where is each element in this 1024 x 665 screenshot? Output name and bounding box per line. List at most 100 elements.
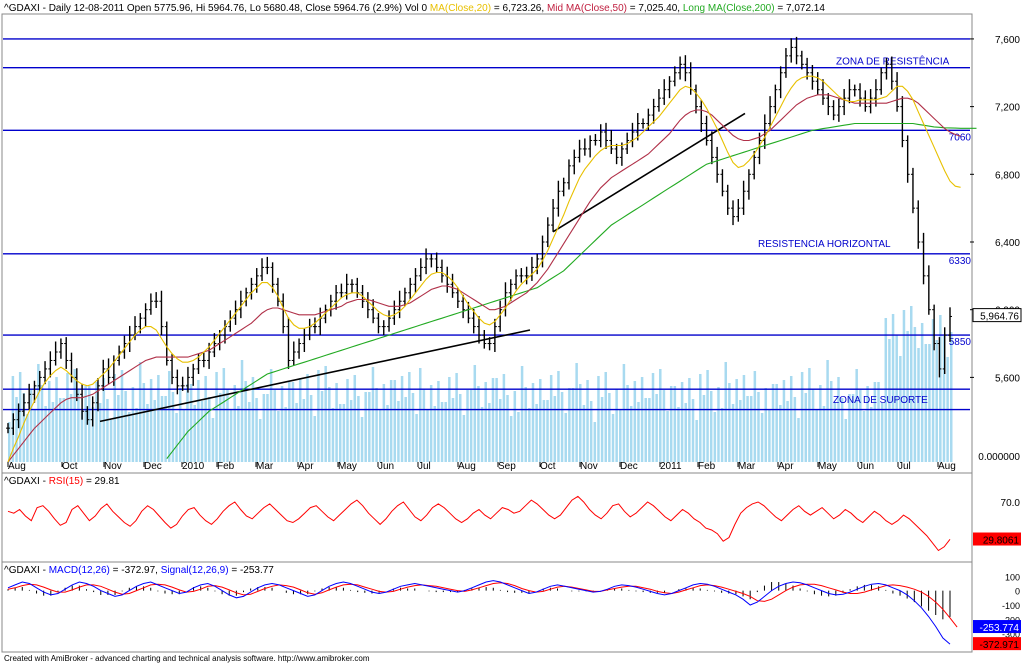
volume-bar <box>182 409 186 462</box>
volume-bar <box>546 400 549 462</box>
volume-bar <box>418 368 422 462</box>
volume-bar <box>349 400 353 462</box>
rsi-last-label: 29.8061 <box>983 536 1020 547</box>
volume-bar <box>415 414 418 462</box>
last-close-box <box>972 308 1022 323</box>
footer-credit: Created with AmiBroker - advanced charti… <box>4 654 370 663</box>
volume-bar <box>229 410 233 462</box>
ma20-line <box>7 75 961 463</box>
volume-bar <box>309 395 313 462</box>
y-tick-label: 6,400 <box>995 238 1020 249</box>
volume-bar <box>742 375 746 462</box>
volume-bar <box>895 335 898 462</box>
volume-bar <box>73 369 76 462</box>
volume-bar <box>240 360 244 462</box>
volume-bar <box>328 387 331 462</box>
macd-header-value: = -372.97, <box>113 565 161 576</box>
volume-bar <box>29 389 33 462</box>
x-tick-label: Oct <box>62 461 78 472</box>
volume-bar <box>58 398 62 462</box>
volume-bar <box>950 332 953 462</box>
header-ma20: MA(Close,20) <box>430 3 491 14</box>
volume-bar <box>735 379 738 462</box>
volume-bar <box>448 377 451 462</box>
volume-bar <box>931 319 935 462</box>
volume-bar <box>873 382 877 462</box>
volume-bar <box>302 399 306 462</box>
volume-bar <box>782 380 786 462</box>
header-ma50: Mid MA(Close,50) <box>547 3 627 14</box>
x-tick-label: Nov <box>104 461 122 472</box>
macd-tick-label: 100 <box>1005 572 1020 582</box>
ma50-line <box>7 94 961 463</box>
x-tick-label: Feb <box>698 461 716 472</box>
support-resistance-lines: ZONA DE RESISTÊNCIA 7060 6330 5850 ZONA DE S… <box>3 38 971 411</box>
volume-bar <box>771 384 775 462</box>
volume-bar <box>469 390 473 462</box>
volume-bar <box>244 381 247 462</box>
y-tick-label: 5,600 <box>995 373 1020 384</box>
ma200-line <box>166 122 977 459</box>
volume-bar <box>193 405 196 462</box>
rsi-header-name: ^GDAXI - <box>4 476 49 487</box>
volume-bar <box>400 376 404 462</box>
volume-bar <box>298 378 302 462</box>
x-tick-label: Oct <box>540 461 556 472</box>
volume-bar <box>18 372 22 462</box>
volume-bar <box>662 390 666 462</box>
level-label: ZONA DE SUPORTE <box>833 395 928 406</box>
volume-bar <box>15 397 18 462</box>
volume-bar <box>146 404 149 462</box>
volume-bar <box>724 362 728 462</box>
volume-bar <box>582 405 586 462</box>
volume-bar <box>251 377 255 462</box>
volume-bar <box>524 387 527 462</box>
volume-bar <box>342 404 346 462</box>
volume-bar <box>920 323 924 462</box>
volume-bar <box>659 369 662 462</box>
volume-bar <box>135 408 138 462</box>
volume-bar <box>808 368 811 462</box>
volume-bar <box>109 420 113 462</box>
volume-bar <box>848 394 851 462</box>
volume-bar <box>444 402 447 462</box>
volume-bar <box>98 403 102 462</box>
x-tick-label: May <box>818 461 837 472</box>
volume-bar <box>622 364 626 462</box>
volume-bar <box>353 375 357 462</box>
macd-last-box <box>973 637 1021 651</box>
volume-bar <box>789 376 793 462</box>
volume-bar <box>69 394 73 462</box>
volume-bar <box>786 401 789 462</box>
volume-bar <box>91 407 95 462</box>
volume-bar <box>728 383 731 462</box>
volume-bar <box>651 373 655 462</box>
volume-bar <box>200 401 204 462</box>
x-tick-label: Apr <box>778 461 794 472</box>
trend-line <box>99 329 531 423</box>
volume-bar <box>204 376 207 462</box>
volume-bar <box>142 383 146 462</box>
volume-bar <box>557 371 560 462</box>
volume-bar <box>157 375 160 462</box>
volume-bar <box>473 365 477 462</box>
volume-bar <box>815 410 818 462</box>
volume-bar <box>586 380 589 462</box>
volume-bar <box>604 372 607 462</box>
y-tick-label: 6,800 <box>995 170 1020 181</box>
volume-bar <box>164 396 167 462</box>
rsi-panel-frame <box>1 472 973 563</box>
macd-header-signal: Signal(12,26,9) <box>161 565 229 576</box>
volume-bar <box>273 390 277 462</box>
volume-bar <box>186 384 189 462</box>
volume-bar <box>48 381 51 462</box>
volume-bar <box>178 388 182 462</box>
volume-bar <box>324 366 327 462</box>
volume-bar <box>691 399 695 462</box>
volume-bar <box>909 306 913 462</box>
signal-last-box <box>973 620 1021 634</box>
rsi-header-value: = 29.81 <box>86 476 120 487</box>
volume-bar <box>429 385 433 462</box>
volume-bar <box>633 381 637 462</box>
